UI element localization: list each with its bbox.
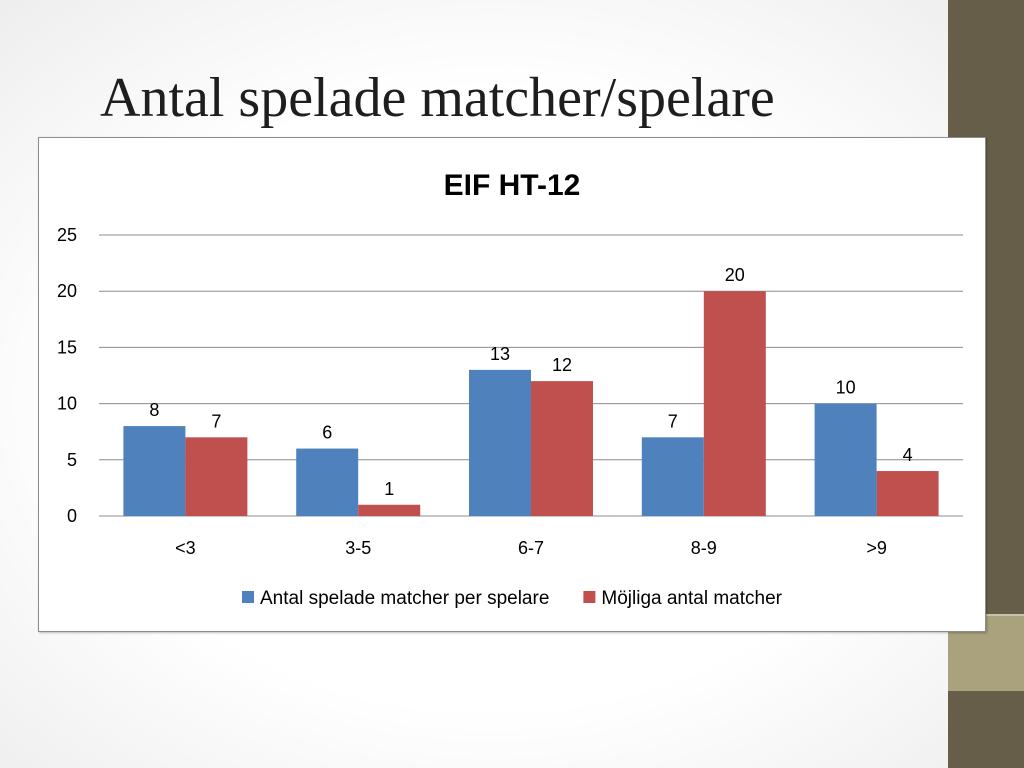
data-label-layer: 8 6 13 7 10 7 1 12 20 4 (149, 265, 912, 499)
bar-series-1 (296, 448, 359, 516)
x-tick-label: 3-5 (345, 538, 371, 558)
data-label: 12 (552, 355, 572, 375)
data-label: 10 (836, 378, 856, 398)
bar-series-2 (358, 504, 421, 516)
bar-series-2 (531, 381, 593, 516)
bar-series-1 (814, 403, 877, 516)
y-tick-label: 25 (57, 225, 77, 245)
bar-layer (123, 291, 939, 516)
data-label: 20 (725, 265, 745, 285)
bar-series-2 (185, 437, 248, 516)
data-label: 1 (384, 479, 394, 499)
data-label: 8 (149, 400, 159, 420)
bar-series-1 (641, 437, 704, 516)
legend-swatch-1 (242, 591, 255, 603)
x-tick-label: 8-9 (691, 538, 717, 558)
bar-series-2 (703, 291, 766, 516)
bar-series-2 (876, 471, 939, 516)
bar-series-1 (469, 369, 531, 516)
data-label: 7 (668, 411, 678, 431)
y-tick-label: 0 (67, 506, 77, 526)
legend-label-2: Möjliga antal matcher (601, 588, 782, 609)
chart-title: EIF HT-12 (444, 169, 581, 202)
x-tick-label: 6-7 (518, 538, 544, 558)
y-tick-label: 5 (67, 450, 77, 470)
chart-svg: EIF HT-12 0 5 10 15 20 25 8 6 13 7 10 7 1 12 20 4 <3 3-… (57, 169, 963, 609)
y-tick-label: 10 (57, 394, 77, 414)
legend-label-1: Antal spelade matcher per spelare (260, 588, 549, 609)
y-tick-label: 15 (57, 337, 77, 357)
bar-series-1 (123, 426, 186, 516)
sidebar-accent-line (948, 614, 1024, 616)
data-label: 6 (322, 423, 332, 443)
x-tick-label: >9 (866, 538, 887, 558)
y-tick-label: 20 (57, 281, 77, 301)
legend-swatch-2 (583, 591, 596, 603)
x-tick-label: <3 (175, 538, 196, 558)
slide-title: Antal spelade matcher/spelare (100, 67, 775, 129)
data-label: 7 (211, 411, 221, 431)
chart-frame: EIF HT-12 0 5 10 15 20 25 8 6 13 7 10 7 1 12 20 4 <3 3-… (38, 137, 986, 632)
data-label: 13 (490, 344, 510, 364)
legend: Antal spelade matcher per spelare Möjliga… (242, 588, 783, 609)
data-label: 4 (903, 445, 913, 465)
x-axis-ticks: <3 3-5 6-7 8-9 >9 (175, 538, 887, 558)
y-axis-ticks: 0 5 10 15 20 25 (57, 225, 77, 526)
